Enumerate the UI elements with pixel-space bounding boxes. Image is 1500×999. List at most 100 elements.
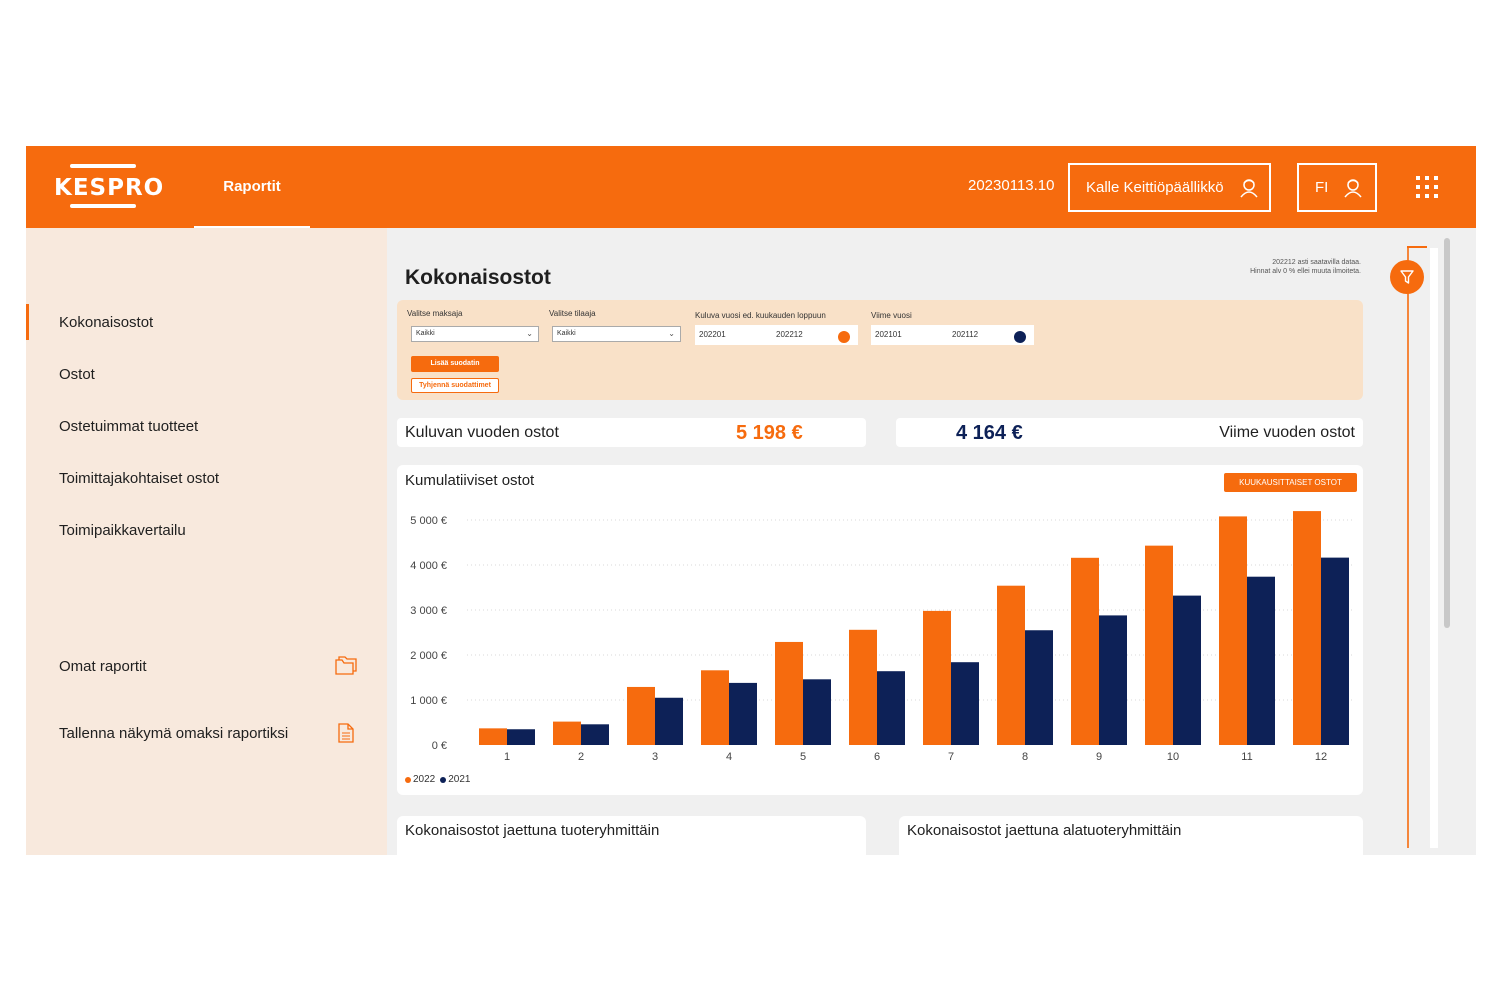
monthly-purchases-button[interactable]: KUUKAUSITTAISET OSTOT bbox=[1224, 473, 1357, 492]
payer-select[interactable]: Kaikki ⌄ bbox=[411, 326, 539, 342]
language-button[interactable]: FI bbox=[1297, 163, 1377, 212]
last-year-to: 202112 bbox=[952, 330, 979, 339]
bar-2022-11[interactable] bbox=[1219, 516, 1247, 745]
bar-2021-9[interactable] bbox=[1099, 615, 1127, 745]
last-year-from: 202101 bbox=[875, 330, 902, 339]
kpi-current-value: 5 198 € bbox=[736, 422, 803, 444]
kpi-current-label: Kuluvan vuoden ostot bbox=[405, 424, 559, 441]
add-filter-button[interactable]: Lisää suodatin bbox=[411, 356, 499, 372]
user-button-label: Kalle Keittiöpäällikkö bbox=[1086, 179, 1224, 196]
sidebar: Kokonaisostot Ostot Ostetuimmat tuotteet… bbox=[26, 228, 387, 855]
bar-2022-5[interactable] bbox=[775, 641, 803, 745]
bar-2021-4[interactable] bbox=[729, 682, 757, 745]
chart-legend: 2022 2021 bbox=[405, 774, 471, 785]
tab-raportit-label: Raportit bbox=[223, 178, 281, 195]
logo-bar-bottom bbox=[70, 204, 136, 208]
user-icon bbox=[1239, 178, 1258, 197]
kespro-logo[interactable]: KESPRO bbox=[54, 164, 163, 210]
x-tick-label: 12 bbox=[1315, 751, 1327, 763]
sidebar-item-ostot[interactable]: Ostot bbox=[59, 366, 95, 383]
bar-2022-12[interactable] bbox=[1293, 511, 1321, 745]
chevron-down-icon: ⌄ bbox=[526, 329, 533, 338]
filter-drawer-line bbox=[1407, 248, 1409, 848]
x-tick-label: 3 bbox=[652, 751, 658, 763]
current-period-to: 202212 bbox=[776, 330, 803, 339]
vertical-scrollbar[interactable] bbox=[1444, 238, 1450, 628]
subproduct-group-card: Kokonaisostot jaettuna alatuoteryhmittäi… bbox=[899, 816, 1363, 855]
current-period-color-dot bbox=[838, 331, 850, 343]
cumulative-bar-chart: 0 €1 000 €2 000 €3 000 €4 000 €5 000 €1 2… bbox=[410, 511, 1355, 763]
bar-2022-2[interactable] bbox=[553, 721, 581, 745]
filter-icon bbox=[1400, 270, 1414, 284]
chart-title: Kumulatiiviset ostot bbox=[405, 472, 535, 489]
user-button[interactable]: Kalle Keittiöpäällikkö bbox=[1068, 163, 1271, 212]
filter-drawer-edge bbox=[1407, 246, 1427, 248]
version-label: 20230113.10 bbox=[968, 177, 1055, 194]
payer-label: Valitse maksaja bbox=[407, 309, 463, 318]
logo-text: KESPRO bbox=[54, 175, 165, 201]
bar-2022-10[interactable] bbox=[1145, 545, 1173, 745]
apps-grid-icon[interactable] bbox=[1416, 176, 1440, 198]
y-tick-label: 3 000 € bbox=[410, 605, 447, 617]
sidebar-item-toimittajakohtaiset-ostot[interactable]: Toimittajakohtaiset ostot bbox=[59, 470, 220, 487]
last-year-range[interactable]: 202101 202112 bbox=[871, 325, 1034, 345]
legend-dot-2021 bbox=[440, 776, 447, 783]
document-icon[interactable] bbox=[338, 723, 354, 743]
kpi-last-value: 4 164 € bbox=[956, 422, 1023, 444]
x-tick-label: 9 bbox=[1096, 751, 1102, 763]
cumulative-chart-card: Kumulatiiviset ostot KUUKAUSITTAISET OST… bbox=[397, 465, 1363, 795]
x-tick-label: 7 bbox=[948, 751, 954, 763]
sidebar-item-tallenna-nakyma[interactable]: Tallenna näkymä omaksi raportiksi bbox=[59, 725, 289, 742]
bar-2022-3[interactable] bbox=[627, 686, 655, 745]
bar-2021-8[interactable] bbox=[1025, 630, 1053, 745]
legend-label-2022: 2022 bbox=[413, 774, 436, 785]
sidebar-item-kokonaisostot[interactable]: Kokonaisostot bbox=[59, 314, 154, 331]
bar-2021-11[interactable] bbox=[1247, 576, 1275, 745]
orderer-select[interactable]: Kaikki ⌄ bbox=[552, 326, 681, 342]
x-tick-label: 6 bbox=[874, 751, 880, 763]
kpi-current-year: Kuluvan vuoden ostot 5 198 € bbox=[397, 418, 866, 447]
bar-2021-1[interactable] bbox=[507, 729, 535, 745]
y-tick-label: 5 000 € bbox=[410, 515, 447, 527]
bar-2022-7[interactable] bbox=[923, 610, 951, 745]
tab-active-underline bbox=[194, 226, 310, 228]
x-tick-label: 4 bbox=[726, 751, 732, 763]
kpi-last-year: 4 164 € Viime vuoden ostot bbox=[896, 418, 1363, 447]
y-tick-label: 4 000 € bbox=[410, 560, 447, 572]
user-icon bbox=[1344, 178, 1362, 197]
bar-2022-1[interactable] bbox=[479, 728, 507, 745]
folder-icon[interactable] bbox=[335, 656, 357, 676]
bar-2022-9[interactable] bbox=[1071, 557, 1099, 745]
clear-filters-button[interactable]: Tyhjennä suodattimet bbox=[411, 378, 499, 393]
bar-2021-3[interactable] bbox=[655, 697, 683, 745]
top-bar: KESPRO Raportit 20230113.10 Kalle Keitti… bbox=[26, 146, 1476, 228]
bar-2021-7[interactable] bbox=[951, 662, 979, 745]
current-period-range[interactable]: 202201 202212 bbox=[695, 325, 858, 345]
tab-raportit[interactable]: Raportit bbox=[194, 146, 310, 228]
app-window: KESPRO Raportit 20230113.10 Kalle Keitti… bbox=[26, 146, 1476, 855]
legend-label-2021: 2021 bbox=[448, 774, 471, 785]
x-tick-label: 5 bbox=[800, 751, 806, 763]
bar-2022-6[interactable] bbox=[849, 629, 877, 745]
bar-2021-10[interactable] bbox=[1173, 595, 1201, 745]
filter-button[interactable] bbox=[1390, 260, 1424, 294]
bar-2021-12[interactable] bbox=[1321, 557, 1349, 745]
bar-2021-2[interactable] bbox=[581, 724, 609, 745]
x-tick-label: 1 bbox=[504, 751, 510, 763]
sidebar-item-toimipaikkavertailu[interactable]: Toimipaikkavertailu bbox=[59, 522, 186, 539]
last-year-label: Viime vuosi bbox=[871, 311, 912, 320]
bar-2021-6[interactable] bbox=[877, 671, 905, 745]
sidebar-item-ostetuimmat-tuotteet[interactable]: Ostetuimmat tuotteet bbox=[59, 418, 199, 435]
x-tick-label: 8 bbox=[1022, 751, 1028, 763]
bar-2021-5[interactable] bbox=[803, 679, 831, 745]
subproduct-group-card-title: Kokonaisostot jaettuna alatuoteryhmittäi… bbox=[907, 822, 1182, 839]
payer-select-value: Kaikki bbox=[416, 330, 435, 337]
logo-bar-top bbox=[70, 164, 136, 168]
current-period-from: 202201 bbox=[699, 330, 726, 339]
orderer-select-value: Kaikki bbox=[557, 330, 576, 337]
bar-2022-4[interactable] bbox=[701, 670, 729, 745]
last-year-color-dot bbox=[1014, 331, 1026, 343]
bar-2022-8[interactable] bbox=[997, 585, 1025, 745]
y-tick-label: 1 000 € bbox=[410, 695, 447, 707]
sidebar-item-omat-raportit[interactable]: Omat raportit bbox=[59, 658, 147, 675]
